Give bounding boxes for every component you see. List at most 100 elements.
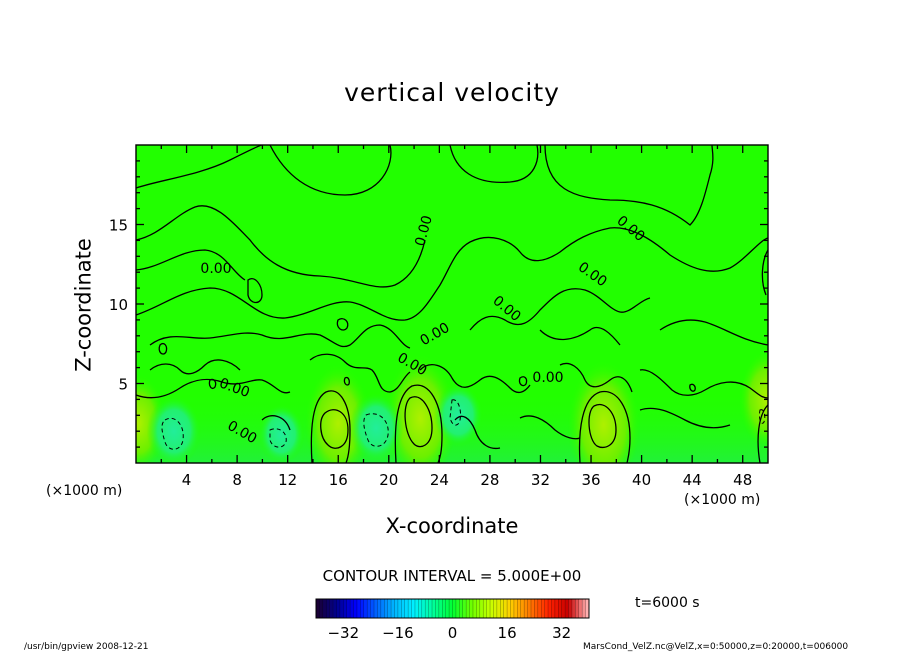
colorbar-cell	[425, 599, 429, 618]
colorbar-cell	[585, 599, 590, 618]
colorbar-cell	[571, 599, 576, 618]
contour-line	[149, 324, 411, 349]
colorbar-cell	[554, 599, 559, 618]
contour-line	[689, 383, 696, 392]
colorbar-cell	[322, 599, 327, 618]
contour-lines	[136, 145, 768, 463]
colorbar-cell	[363, 599, 368, 618]
colorbar-cell	[472, 599, 477, 618]
contour-line	[519, 415, 581, 440]
colorbar-tick-label: 0	[448, 624, 458, 642]
colorbar-cell	[582, 599, 586, 618]
x-tick-label: 48	[733, 471, 752, 489]
contour-line	[757, 404, 768, 463]
colorbar-cell	[551, 599, 556, 618]
contour-line	[158, 342, 168, 355]
downdraft-cell	[146, 395, 202, 463]
contour-line	[761, 249, 768, 296]
colorbar	[315, 598, 590, 619]
contour-line	[320, 409, 349, 449]
negative-contour	[759, 409, 766, 424]
y-axis-unit: (×1000 m)	[46, 483, 123, 499]
contour-line	[639, 369, 768, 399]
colorbar-cell	[575, 599, 580, 618]
colorbar-cell	[568, 599, 573, 618]
colorbar-tick-label: 32	[552, 624, 571, 642]
colorbar-cell	[346, 599, 351, 618]
x-tick-label: 12	[278, 471, 297, 489]
colorbar-tick-label: −32	[327, 624, 359, 642]
colorbar-cell	[541, 599, 545, 618]
colorbar-cell	[500, 599, 504, 618]
colorbar-cell	[380, 599, 385, 618]
contour-line	[269, 145, 392, 196]
y-tick-label: 15	[109, 217, 128, 235]
contour-line	[544, 145, 714, 226]
x-tick-label: 28	[480, 471, 499, 489]
colorbar-cell	[496, 599, 501, 618]
downdraft-cell	[258, 404, 305, 463]
colorbar-cell	[503, 599, 508, 618]
contour-line	[559, 362, 633, 393]
colorbar-cell	[524, 599, 528, 618]
contour-line	[404, 396, 433, 448]
x-tick-label: 4	[182, 471, 192, 489]
colorbar-cell	[445, 599, 450, 618]
colorbar-cell	[394, 599, 399, 618]
colorbar-tick-label: 16	[498, 624, 517, 642]
contour-line	[449, 145, 539, 184]
colorbar-cell	[466, 599, 470, 618]
colorbar-tick-label: −16	[382, 624, 414, 642]
colorbar-cell	[326, 599, 330, 618]
negative-contour	[363, 413, 389, 447]
negative-contour	[161, 417, 184, 450]
negative-contour	[449, 399, 461, 426]
colorbar-cell	[507, 599, 511, 618]
footer-right: MarsCond_VelZ.nc@VelZ,x=0:50000,z=0:2000…	[583, 642, 849, 652]
colorbar-cell	[353, 599, 358, 618]
contour-line	[539, 326, 621, 346]
colorbar-cell	[513, 599, 518, 618]
colorbar-cell	[384, 599, 388, 618]
contour-line	[578, 390, 631, 463]
contour-line	[454, 415, 501, 450]
colorbar-cell	[435, 599, 440, 618]
contour-label: 0.00	[412, 214, 436, 248]
colorbar-cell	[544, 599, 549, 618]
colorbar-cell	[391, 599, 395, 618]
contour-line	[136, 205, 426, 288]
colorbar-cell	[548, 599, 552, 618]
colorbar-cell	[517, 599, 522, 618]
colorbar-cell	[578, 599, 583, 618]
contour-line	[394, 384, 443, 463]
contour-line	[136, 145, 263, 189]
x-tick-label: 24	[430, 471, 449, 489]
contour-line	[419, 364, 531, 394]
colorbar-cell	[486, 599, 491, 618]
contour-line	[310, 390, 351, 463]
colorbar-cell	[404, 599, 409, 618]
colorbar-cell	[387, 599, 392, 618]
contour-line	[469, 288, 651, 331]
time-label: t=6000 s	[635, 595, 700, 611]
colorbar-cell	[442, 599, 446, 618]
contour-line	[336, 318, 349, 331]
contour-line	[136, 227, 768, 321]
negative-contour	[269, 428, 287, 448]
colorbar-cell	[565, 599, 569, 618]
colorbar-cell	[530, 599, 535, 618]
colorbar-cell	[490, 599, 494, 618]
contour-line	[136, 378, 291, 399]
colorbar-cell	[483, 599, 487, 618]
colorbar-cell	[520, 599, 525, 618]
colorbar-cell	[455, 599, 460, 618]
colorbar-cell	[333, 599, 337, 618]
updraft-cell	[567, 360, 641, 463]
x-tick-label: 40	[632, 471, 651, 489]
colorbar-cell	[316, 599, 320, 618]
colorbar-cell	[411, 599, 416, 618]
colorbar-cell	[527, 599, 532, 618]
colorbar-cell	[452, 599, 457, 618]
y-axis-label: Z-coordinate	[71, 238, 96, 372]
colorbar-cell	[408, 599, 412, 618]
